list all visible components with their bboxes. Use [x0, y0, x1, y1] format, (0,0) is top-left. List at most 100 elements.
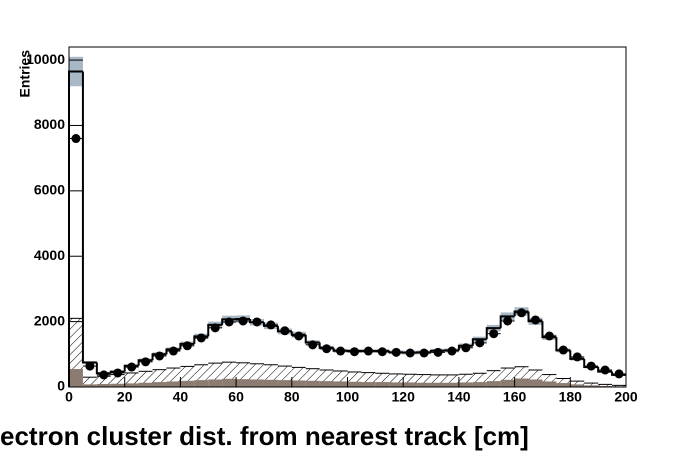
data-point — [349, 347, 359, 357]
filled-bar — [291, 380, 306, 387]
data-point — [252, 317, 262, 327]
data-point — [447, 346, 457, 356]
hatched-bar — [556, 378, 571, 387]
x-tick-label: 80 — [284, 389, 300, 405]
data-point — [238, 316, 248, 326]
filled-bar — [389, 382, 404, 387]
data-point — [517, 308, 527, 318]
hatched-bar — [598, 384, 613, 387]
data-point — [600, 365, 610, 375]
data-point — [489, 329, 499, 339]
filled-bar — [250, 379, 264, 387]
data-point — [572, 352, 582, 362]
x-tick-label: 180 — [559, 389, 583, 405]
filled-bar — [305, 380, 320, 387]
y-tick-label: 4000 — [34, 247, 65, 263]
x-tick-label: 200 — [614, 389, 638, 405]
x-tick-label: 0 — [65, 389, 73, 405]
filled-bar — [180, 380, 195, 387]
data-point — [155, 351, 165, 361]
x-axis-label: ectron cluster dist. from nearest track … — [0, 421, 529, 451]
filled-bar — [222, 378, 237, 387]
filled-bar — [194, 380, 209, 387]
data-point — [503, 316, 513, 326]
data-point — [530, 315, 540, 325]
y-tick-label: 0 — [57, 378, 65, 394]
filled-bar — [96, 384, 111, 387]
filled-bar — [124, 383, 139, 387]
filled-bar — [347, 381, 362, 387]
mc-step — [499, 315, 515, 329]
y-tick-label: 10000 — [26, 51, 65, 67]
data-point — [405, 348, 415, 358]
filled-bar — [82, 384, 97, 387]
data-point — [168, 346, 178, 356]
data-point — [196, 333, 206, 343]
data-point — [377, 347, 387, 357]
data-point — [141, 357, 151, 367]
filled-bar — [263, 379, 278, 387]
data-point — [85, 361, 95, 371]
data-point — [614, 369, 624, 379]
data-point — [461, 343, 471, 353]
filled-bar — [319, 381, 334, 387]
filled-bar — [208, 379, 223, 387]
filled-bar — [444, 382, 459, 387]
hatched-bar — [570, 381, 585, 387]
filled-bar — [69, 369, 83, 387]
y-tick-label: 2000 — [34, 312, 65, 328]
data-point — [224, 317, 234, 327]
filled-bar — [431, 382, 445, 387]
filled-bar — [584, 385, 599, 387]
data-point — [475, 338, 485, 348]
data-point — [419, 348, 429, 358]
filled-bar — [361, 382, 376, 387]
filled-bar — [375, 382, 390, 387]
filled-bar — [236, 379, 251, 387]
data-point — [182, 341, 192, 351]
x-tick-label: 100 — [336, 389, 360, 405]
x-tick-label: 60 — [228, 389, 244, 405]
x-tick-label: 40 — [173, 389, 189, 405]
data-point — [322, 344, 332, 354]
data-point — [363, 346, 373, 356]
filled-bar — [458, 382, 473, 387]
filled-bar — [166, 381, 181, 387]
data-point — [99, 370, 109, 380]
data-point — [113, 368, 123, 378]
x-tick-label: 120 — [392, 389, 416, 405]
filled-bar — [110, 383, 125, 387]
x-tick-label: 160 — [503, 389, 527, 405]
filled-bar — [138, 382, 153, 387]
filled-bar — [152, 382, 167, 387]
data-point — [558, 345, 568, 355]
filled-bar — [570, 384, 585, 387]
hatched-bar — [96, 376, 111, 387]
hatched-bar — [82, 377, 97, 387]
mc-step — [81, 71, 97, 364]
data-point — [71, 134, 81, 144]
x-tick-label: 20 — [117, 389, 133, 405]
filled-bar — [528, 379, 543, 387]
filled-bar — [500, 379, 515, 387]
data-point — [544, 331, 554, 341]
data-point — [294, 331, 304, 341]
data-point — [127, 362, 137, 372]
data-point — [586, 361, 596, 371]
data-point — [391, 347, 401, 357]
filled-bar — [542, 381, 557, 387]
mc-step — [485, 327, 501, 340]
hatched-bar — [612, 385, 626, 387]
data-point — [308, 340, 318, 350]
data-point — [266, 320, 276, 330]
filled-bar — [514, 378, 529, 387]
y-tick-label: 6000 — [34, 182, 65, 198]
y-tick-label: 8000 — [34, 116, 65, 132]
y-axis-label: Entries — [17, 50, 33, 98]
filled-bar — [333, 381, 348, 387]
filled-bar — [556, 383, 571, 387]
data-point — [210, 323, 220, 333]
filled-bar — [403, 382, 418, 387]
data-point — [280, 326, 290, 336]
